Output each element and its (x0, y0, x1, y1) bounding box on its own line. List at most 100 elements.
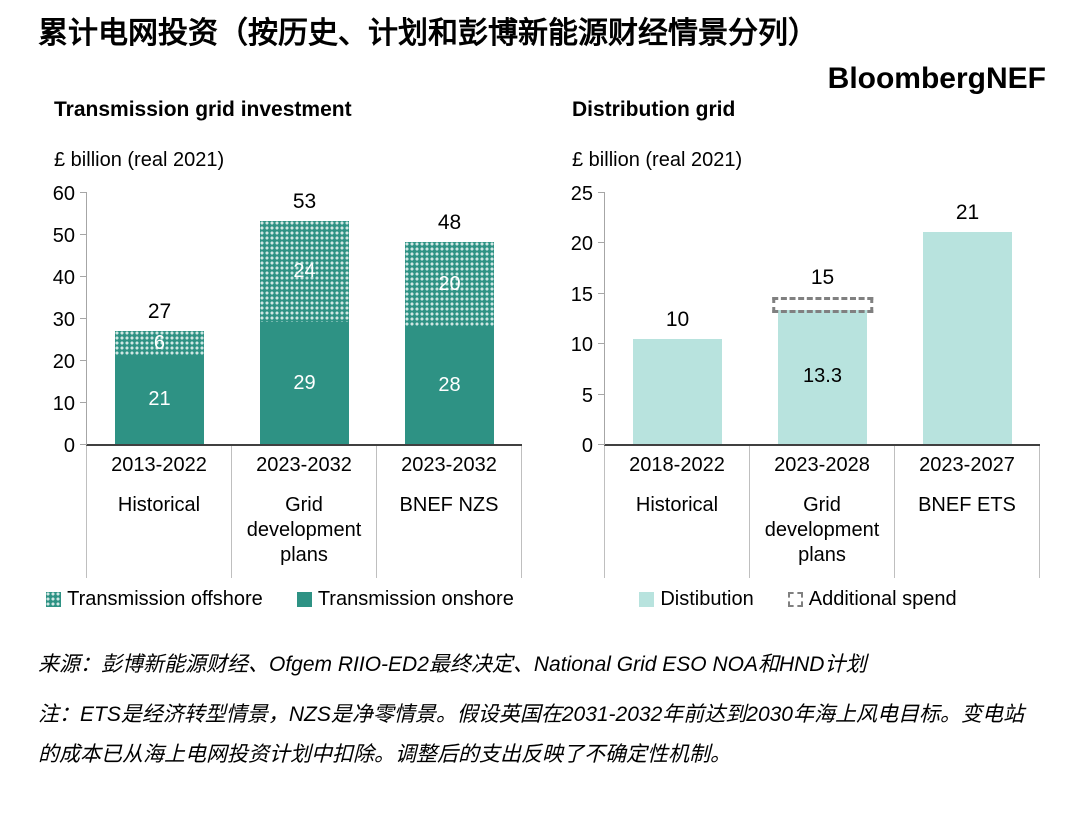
bar-group: 29 24 53 (232, 190, 377, 444)
legend: Transmission offshore Transmission onshor… (38, 588, 522, 611)
bar-total-label: 10 (665, 308, 690, 332)
legend-swatch-solid-icon (296, 592, 312, 607)
bar (922, 232, 1013, 444)
category-label: 2023-2032 Grid development plans (232, 446, 377, 578)
category-label: 2013-2022 Historical (86, 446, 232, 578)
plot: 0 5 10 15 20 25 10 13.3 15 21 (556, 183, 1040, 457)
bar: 28 20 (404, 242, 495, 444)
bar-value-label: 29 (293, 371, 316, 394)
bar-value-label: 21 (148, 388, 171, 411)
category-year: 2018-2022 (629, 454, 725, 476)
category-name: Grid development plans (246, 494, 362, 566)
axis-unit-label: £ billion (real 2021) (54, 149, 225, 171)
footnote: 注：ETS是经济转型情景，NZS是净零情景。假设英国在2031-2032年前达到… (38, 702, 1024, 766)
y-tick-label: 0 (63, 435, 75, 457)
category-name: Grid development plans (764, 494, 880, 566)
bar-segment: 13.3 (777, 309, 868, 444)
y-tick-mark (80, 318, 87, 319)
category-year: 2023-2032 (256, 454, 352, 476)
chart-title: Transmission grid investment (54, 98, 352, 121)
footer-notes: 来源：彭博新能源财经、Ofgem RIIO-ED2最终决定、National G… (38, 645, 1040, 775)
bar (632, 339, 723, 444)
bar-segment (922, 232, 1013, 444)
y-tick-mark (80, 360, 87, 361)
legend-label: Additional spend (808, 588, 957, 610)
y-tick-label: 15 (570, 283, 593, 306)
category-name: Historical (635, 494, 719, 516)
y-tick-label: 30 (52, 309, 75, 331)
y-tick-mark (80, 276, 87, 277)
plot-area: 21 6 27 29 24 53 28 20 48 (80, 190, 522, 446)
bar: 29 24 (259, 221, 350, 444)
y-axis: 0 10 20 30 40 50 60 (38, 183, 86, 457)
legend-label: Transmission offshore (67, 588, 263, 610)
legend-item: Transmission offshore (46, 588, 263, 611)
bar-total-label: 21 (955, 201, 980, 225)
category-year: 2023-2028 (774, 454, 870, 476)
category-label: 2023-2028 Grid development plans (750, 446, 895, 578)
legend-label: Distibution (660, 588, 754, 610)
brand-logo: BloombergNEF (827, 62, 1046, 95)
y-tick-mark (598, 192, 605, 193)
bar-segment: 6 (114, 330, 205, 356)
chart-title: Distribution grid (572, 98, 736, 121)
transmission-chart: Transmission grid investment £ billion (… (38, 98, 522, 611)
category-year: 2013-2022 (111, 454, 207, 476)
legend-label: Transmission onshore (317, 588, 514, 610)
legend-swatch-dashed-icon (787, 592, 803, 607)
y-axis: 0 5 10 15 20 25 (556, 183, 604, 457)
category-axis: 2013-2022 Historical 2023-2032 Grid develop… (86, 446, 522, 578)
category-axis: 2018-2022 Historical 2023-2028 Grid develop… (604, 446, 1040, 578)
y-tick-mark (80, 192, 87, 193)
charts-row: Transmission grid investment £ billion (… (38, 98, 1040, 611)
bar-value-label: 6 (153, 331, 166, 354)
additional-spend-box (771, 296, 874, 313)
bar-group: 21 (895, 192, 1040, 444)
bar-value-label: 20 (438, 272, 461, 295)
y-tick-mark (80, 234, 87, 235)
bar-value-label: 13.3 (803, 365, 842, 388)
legend-swatch-solid-icon (639, 592, 655, 607)
legend-item: Transmission onshore (296, 588, 514, 611)
y-tick-mark (598, 242, 605, 244)
category-name: BNEF NZS (399, 494, 499, 516)
bar: 13.3 (777, 309, 868, 444)
bar-group: 21 6 27 (87, 192, 232, 444)
plot-area: 10 13.3 15 21 (598, 192, 1040, 446)
axis-unit-label: £ billion (real 2021) (572, 149, 743, 171)
bar-segment: 21 (114, 355, 205, 444)
legend-swatch-dots-icon (46, 592, 62, 607)
bar-group: 10 (605, 192, 750, 444)
y-tick-mark (598, 343, 605, 345)
category-year: 2023-2027 (919, 454, 1015, 476)
category-name: BNEF ETS (918, 494, 1016, 516)
y-tick-mark (80, 444, 87, 445)
y-tick-label: 10 (52, 393, 75, 415)
bar-segment (632, 339, 723, 444)
y-tick-label: 20 (52, 351, 75, 373)
y-tick-label: 50 (52, 225, 75, 247)
bar-group: 28 20 48 (377, 192, 522, 444)
legend-item: Additional spend (787, 588, 957, 611)
y-tick-mark (598, 292, 605, 294)
bar: 21 6 (114, 330, 205, 444)
bar-total-label: 53 (292, 190, 317, 214)
y-tick-label: 10 (570, 334, 593, 357)
y-tick-label: 60 (52, 183, 75, 205)
bar-value-label: 24 (293, 260, 316, 283)
plot: 0 10 20 30 40 50 60 21 6 27 29 24 53 28 20 48 (38, 183, 522, 457)
bar-segment: 20 (404, 242, 495, 327)
y-tick-mark (80, 402, 87, 403)
source-note: 来源：彭博新能源财经、Ofgem RIIO-ED2最终决定、National G… (38, 653, 867, 676)
legend: Distibution Additional spend (556, 588, 1040, 611)
bar-total-label: 27 (147, 299, 172, 323)
y-tick-mark (598, 444, 605, 445)
category-year: 2023-2032 (401, 454, 497, 476)
category-label: 2018-2022 Historical (604, 446, 750, 578)
bar-segment: 24 (259, 221, 350, 323)
distribution-chart: Distribution grid £ billion (real 2021) … (556, 98, 1040, 611)
page-title: 累计电网投资（按历史、计划和彭博新能源财经情景分列） (38, 17, 818, 50)
bar-segment: 29 (259, 322, 350, 444)
category-label: 2023-2032 BNEF NZS (377, 446, 522, 578)
